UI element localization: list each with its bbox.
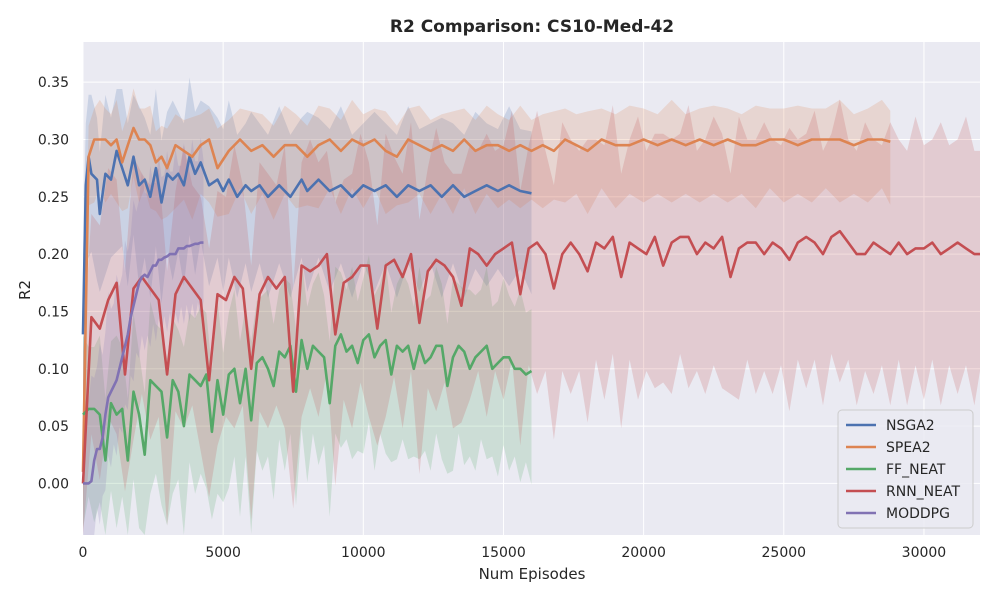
ff-neat-band [83, 255, 532, 536]
legend-label-moddpg: MODDPG [886, 506, 950, 522]
x-tick-labels: 0 5000 10000 15000 20000 25000 30000 [79, 545, 947, 561]
legend-label-nsga2: NSGA2 [886, 418, 935, 434]
x-tick-label: 10000 [341, 545, 386, 561]
y-tick-label: 0.25 [38, 190, 69, 206]
nsga2-band [83, 77, 532, 436]
x-tick-label: 30000 [902, 545, 947, 561]
y-tick-label: 0.15 [38, 304, 69, 320]
x-tick-label: 20000 [621, 545, 666, 561]
y-axis-label: R2 [16, 280, 34, 300]
y-tick-labels: 0.00 0.05 0.10 0.15 0.20 0.25 0.30 0.35 [38, 75, 69, 492]
legend-label-ff-neat: FF_NEAT [886, 462, 946, 478]
spea2-band [83, 88, 891, 536]
legend-label-rnn-neat: RNN_NEAT [886, 484, 960, 500]
x-axis-label: Num Episodes [479, 565, 586, 583]
spea2-line [81, 126, 891, 472]
x-tick-label: 15000 [481, 545, 526, 561]
legend-box [837, 409, 974, 529]
rnn-neat-band [83, 99, 980, 536]
x-tick-label: 25000 [762, 545, 807, 561]
y-tick-label: 0.00 [38, 476, 69, 492]
y-tick-label: 0.35 [38, 75, 69, 91]
y-tick-label: 0.05 [38, 419, 69, 435]
moddpg-line [83, 241, 204, 485]
moddpg-band [83, 137, 204, 535]
grid-lines [82, 42, 980, 535]
legend-label-spea2: SPEA2 [886, 440, 931, 456]
y-tick-label: 0.20 [38, 247, 69, 263]
ff-neat-line [82, 333, 533, 462]
plot-background [83, 42, 980, 535]
y-tick-label: 0.10 [38, 362, 69, 378]
x-tick-label: 5000 [205, 545, 241, 561]
series-lines [81, 126, 980, 485]
chart-title: R2 Comparison: CS10-Med-42 [390, 17, 674, 37]
legend: NSGA2 SPEA2 FF_NEAT RNN_NEAT MODDPG [837, 409, 974, 529]
confidence-bands [83, 77, 980, 536]
rnn-neat-line [81, 229, 980, 484]
nsga2-line [81, 149, 532, 335]
y-tick-label: 0.30 [38, 132, 69, 148]
x-tick-label: 0 [79, 545, 88, 561]
